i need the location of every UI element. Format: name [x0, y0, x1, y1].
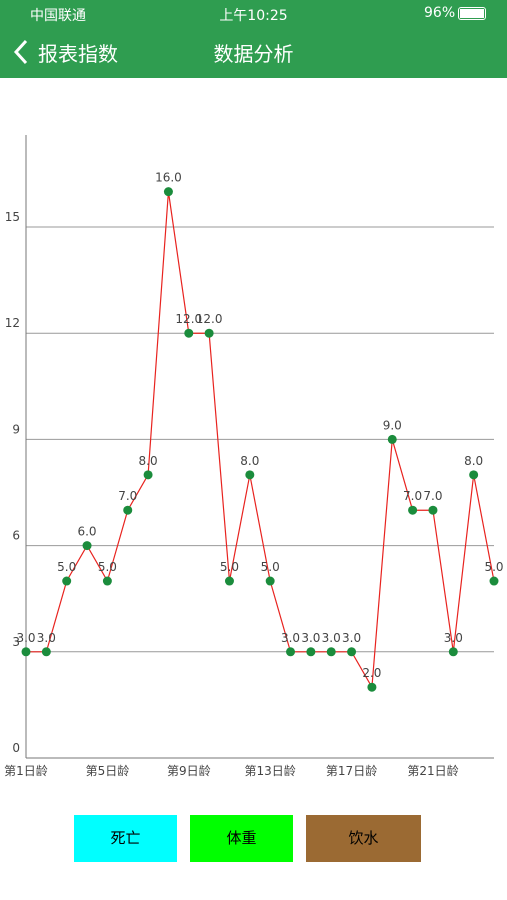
value-label: 3.0 — [322, 631, 341, 645]
data-point — [163, 187, 173, 197]
data-point — [41, 647, 51, 657]
data-point — [367, 682, 377, 692]
data-point — [123, 505, 133, 515]
value-label: 16.0 — [155, 171, 182, 185]
value-label: 8.0 — [464, 454, 483, 468]
x-tick-label: 第13日龄 — [245, 764, 296, 778]
value-label: 8.0 — [240, 454, 259, 468]
data-point — [224, 576, 234, 586]
value-label: 7.0 — [403, 489, 422, 503]
data-point — [306, 647, 316, 657]
nav-bar: 中国联通 上午10:25 96% 报表指数 数据分析 — [0, 0, 507, 78]
value-label: 7.0 — [118, 489, 137, 503]
value-label: 5.0 — [98, 560, 117, 574]
value-label: 9.0 — [383, 418, 402, 432]
data-point — [469, 470, 479, 480]
data-point — [408, 505, 418, 515]
data-point — [326, 647, 336, 657]
legend-button[interactable]: 死亡 — [74, 815, 177, 862]
value-label: 5.0 — [261, 560, 280, 574]
data-point — [428, 505, 438, 515]
y-tick-label: 12 — [5, 316, 20, 330]
data-point — [387, 434, 397, 444]
data-point — [184, 328, 194, 338]
y-tick-label: 0 — [12, 741, 20, 755]
back-arrow[interactable] — [12, 38, 32, 68]
data-point — [245, 470, 255, 480]
data-point — [21, 647, 31, 657]
x-tick-label: 第1日龄 — [4, 764, 48, 778]
value-label: 3.0 — [342, 631, 361, 645]
value-label: 12.0 — [175, 312, 202, 326]
legend-button[interactable]: 饮水 — [306, 815, 421, 862]
value-label: 5.0 — [484, 560, 503, 574]
y-tick-label: 15 — [5, 210, 20, 224]
value-label: 3.0 — [37, 631, 56, 645]
y-tick-label: 6 — [12, 529, 20, 543]
battery-icon — [458, 7, 486, 20]
y-tick-label: 3 — [12, 635, 20, 649]
data-point — [204, 328, 214, 338]
value-label: 7.0 — [423, 489, 442, 503]
value-label: 5.0 — [57, 560, 76, 574]
legend-button[interactable]: 体重 — [190, 815, 293, 862]
clock: 上午10:25 — [219, 8, 288, 24]
data-point — [143, 470, 153, 480]
value-label: 3.0 — [444, 631, 463, 645]
value-label: 3.0 — [281, 631, 300, 645]
data-point — [102, 576, 112, 586]
value-label: 2.0 — [362, 666, 381, 680]
data-point — [286, 647, 296, 657]
battery-level: 96% — [424, 5, 456, 21]
x-tick-label: 第21日龄 — [407, 764, 458, 778]
x-tick-label: 第17日龄 — [326, 764, 377, 778]
data-point — [448, 647, 458, 657]
data-point — [82, 541, 92, 551]
value-label: 3.0 — [301, 631, 320, 645]
back-button[interactable]: 报表指数 — [38, 42, 118, 66]
carrier: 中国联通 — [30, 8, 86, 24]
x-tick-label: 第9日龄 — [167, 764, 211, 778]
data-point — [265, 576, 275, 586]
data-point — [62, 576, 72, 586]
value-label: 8.0 — [139, 454, 158, 468]
page-title: 数据分析 — [213, 42, 294, 66]
value-label: 5.0 — [220, 560, 239, 574]
value-label: 6.0 — [77, 525, 96, 539]
value-label: 12.0 — [196, 312, 223, 326]
data-point — [347, 647, 357, 657]
x-tick-label: 第5日龄 — [86, 764, 130, 778]
value-label: 3.0 — [16, 631, 35, 645]
data-point — [489, 576, 499, 586]
y-tick-label: 9 — [12, 422, 20, 436]
